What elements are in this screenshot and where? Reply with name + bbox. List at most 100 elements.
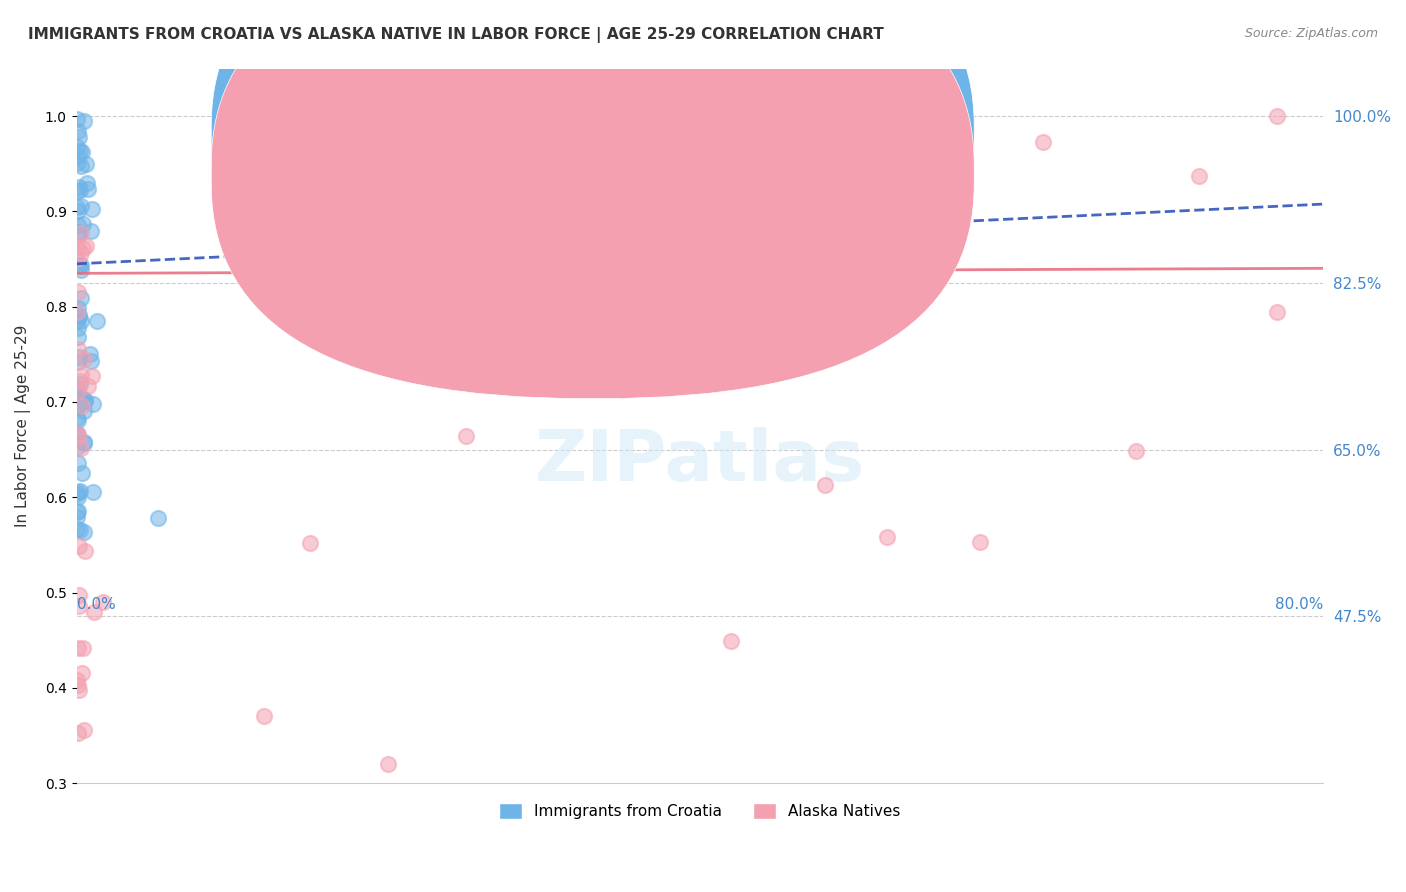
Alaska Natives xyxy=(83,606,105,620)
Alaska Natives xyxy=(67,599,90,614)
Alaska Natives xyxy=(66,430,89,444)
Immigrants from Croatia xyxy=(72,217,94,231)
Immigrants from Croatia xyxy=(70,198,93,212)
Immigrants from Croatia xyxy=(67,129,90,144)
Immigrants from Croatia xyxy=(69,484,91,499)
Immigrants from Croatia xyxy=(75,157,97,171)
Alaska Natives xyxy=(73,543,96,558)
Immigrants from Croatia xyxy=(79,354,101,368)
Immigrants from Croatia xyxy=(69,144,91,158)
Legend: Immigrants from Croatia, Alaska Natives: Immigrants from Croatia, Alaska Natives xyxy=(494,797,907,825)
Immigrants from Croatia xyxy=(66,410,89,425)
Immigrants from Croatia xyxy=(67,503,90,517)
Immigrants from Croatia xyxy=(76,182,98,196)
Immigrants from Croatia xyxy=(66,140,89,154)
Immigrants from Croatia xyxy=(146,510,169,524)
FancyBboxPatch shape xyxy=(562,108,862,204)
Alaska Natives xyxy=(66,252,89,266)
Immigrants from Croatia xyxy=(79,224,101,238)
Immigrants from Croatia xyxy=(67,330,90,344)
Immigrants from Croatia xyxy=(67,301,90,315)
Text: R = 0.049   N = 73: R = 0.049 N = 73 xyxy=(600,128,770,145)
Immigrants from Croatia xyxy=(72,391,94,405)
Alaska Natives xyxy=(69,441,91,455)
Immigrants from Croatia xyxy=(73,113,96,128)
Immigrants from Croatia xyxy=(67,179,90,194)
Alaska Natives xyxy=(80,369,103,384)
Alaska Natives xyxy=(69,374,91,388)
Alaska Natives xyxy=(456,429,478,443)
Immigrants from Croatia xyxy=(67,484,90,499)
Alaska Natives xyxy=(73,352,96,367)
Alaska Natives xyxy=(1265,305,1288,319)
Immigrants from Croatia xyxy=(70,314,93,328)
Alaska Natives xyxy=(377,756,399,771)
Text: Source: ZipAtlas.com: Source: ZipAtlas.com xyxy=(1244,27,1378,40)
Immigrants from Croatia xyxy=(70,160,93,174)
Immigrants from Croatia xyxy=(69,183,91,197)
Immigrants from Croatia xyxy=(69,258,91,272)
Immigrants from Croatia xyxy=(66,490,89,504)
Immigrants from Croatia xyxy=(69,350,91,364)
Immigrants from Croatia xyxy=(67,229,90,244)
Immigrants from Croatia xyxy=(66,200,89,214)
Alaska Natives xyxy=(66,240,89,254)
Immigrants from Croatia xyxy=(70,145,93,160)
Alaska Natives xyxy=(72,640,94,655)
Y-axis label: In Labor Force | Age 25-29: In Labor Force | Age 25-29 xyxy=(15,325,31,527)
Alaska Natives xyxy=(67,285,90,299)
Alaska Natives xyxy=(69,539,91,553)
Alaska Natives xyxy=(533,340,555,354)
Alaska Natives xyxy=(66,305,89,319)
Immigrants from Croatia xyxy=(76,176,98,190)
Alaska Natives xyxy=(969,535,991,549)
Immigrants from Croatia xyxy=(82,202,104,216)
Immigrants from Croatia xyxy=(67,308,90,322)
Text: 0.0%: 0.0% xyxy=(76,598,115,612)
Text: 80.0%: 80.0% xyxy=(1275,598,1323,612)
Alaska Natives xyxy=(75,239,97,253)
Immigrants from Croatia xyxy=(66,354,89,368)
Immigrants from Croatia xyxy=(73,392,96,407)
Immigrants from Croatia xyxy=(66,156,89,170)
Immigrants from Croatia xyxy=(66,510,89,524)
Immigrants from Croatia xyxy=(82,397,104,411)
Alaska Natives xyxy=(346,304,368,318)
Immigrants from Croatia xyxy=(82,484,104,499)
Immigrants from Croatia xyxy=(66,149,89,163)
Immigrants from Croatia xyxy=(69,260,91,274)
Alaska Natives xyxy=(408,352,430,367)
Alaska Natives xyxy=(1125,443,1147,458)
Immigrants from Croatia xyxy=(67,204,90,219)
Immigrants from Croatia xyxy=(70,466,93,480)
Immigrants from Croatia xyxy=(73,393,96,408)
Alaska Natives xyxy=(72,241,94,255)
Alaska Natives xyxy=(70,399,93,413)
Alaska Natives xyxy=(299,536,322,550)
Alaska Natives xyxy=(70,246,93,260)
Immigrants from Croatia xyxy=(70,291,93,305)
Immigrants from Croatia xyxy=(66,487,89,501)
Alaska Natives xyxy=(76,379,98,393)
Alaska Natives xyxy=(456,241,478,255)
Alaska Natives xyxy=(66,673,89,688)
Alaska Natives xyxy=(67,588,90,602)
Immigrants from Croatia xyxy=(66,413,89,427)
Alaska Natives xyxy=(91,595,114,609)
Immigrants from Croatia xyxy=(73,524,96,539)
Immigrants from Croatia xyxy=(72,404,94,418)
Immigrants from Croatia xyxy=(66,112,89,126)
Alaska Natives xyxy=(813,478,835,492)
Alaska Natives xyxy=(67,678,90,692)
FancyBboxPatch shape xyxy=(211,0,974,360)
Alaska Natives xyxy=(720,633,742,648)
Immigrants from Croatia xyxy=(66,427,89,442)
Immigrants from Croatia xyxy=(66,218,89,232)
Text: IMMIGRANTS FROM CROATIA VS ALASKA NATIVE IN LABOR FORCE | AGE 25-29 CORRELATION : IMMIGRANTS FROM CROATIA VS ALASKA NATIVE… xyxy=(28,27,884,43)
Immigrants from Croatia xyxy=(69,377,91,392)
Alaska Natives xyxy=(876,530,898,544)
Alaska Natives xyxy=(1032,135,1054,149)
Alaska Natives xyxy=(876,242,898,256)
Alaska Natives xyxy=(252,709,274,723)
Alaska Natives xyxy=(610,383,633,397)
